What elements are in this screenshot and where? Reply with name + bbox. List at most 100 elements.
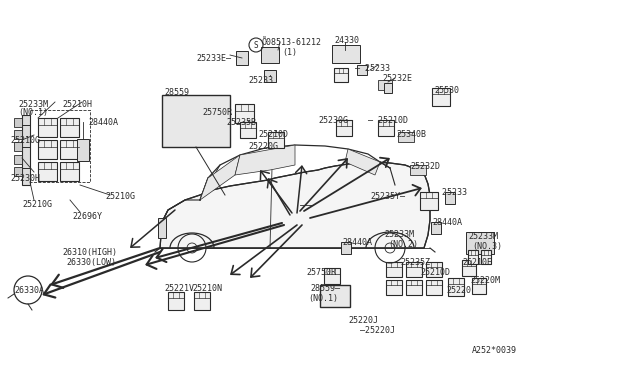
Bar bbox=[268, 132, 284, 148]
Text: 25530: 25530 bbox=[434, 86, 459, 95]
Bar bbox=[264, 70, 276, 82]
Bar bbox=[334, 68, 348, 82]
Bar bbox=[481, 250, 491, 264]
Polygon shape bbox=[200, 155, 240, 200]
Text: 25232D: 25232D bbox=[410, 162, 440, 171]
Text: 25220J: 25220J bbox=[348, 316, 378, 325]
Bar bbox=[384, 83, 392, 93]
Bar bbox=[386, 262, 402, 277]
Bar bbox=[194, 292, 210, 310]
Bar bbox=[14, 118, 22, 127]
Bar bbox=[236, 51, 248, 65]
Bar bbox=[426, 280, 442, 295]
Bar bbox=[22, 115, 30, 185]
Text: 25210G: 25210G bbox=[22, 200, 52, 209]
Bar bbox=[162, 95, 230, 147]
Text: 22696Y: 22696Y bbox=[72, 212, 102, 221]
Bar bbox=[38, 140, 57, 159]
Text: 25233M: 25233M bbox=[468, 232, 498, 241]
Text: 25210D: 25210D bbox=[420, 268, 450, 277]
Bar bbox=[431, 222, 441, 234]
Text: 25210G: 25210G bbox=[10, 136, 40, 145]
Text: 25210H: 25210H bbox=[62, 100, 92, 109]
Bar bbox=[60, 118, 79, 137]
Text: 28559: 28559 bbox=[164, 88, 189, 97]
Bar bbox=[38, 118, 57, 137]
Bar bbox=[432, 88, 450, 106]
Text: 25210D: 25210D bbox=[258, 130, 288, 139]
Bar bbox=[426, 262, 442, 277]
Bar bbox=[420, 192, 438, 210]
Bar bbox=[240, 122, 256, 138]
Text: 25220G: 25220G bbox=[248, 142, 278, 151]
Text: 25233M: 25233M bbox=[18, 100, 48, 109]
Text: 25233: 25233 bbox=[248, 76, 273, 85]
Text: — 25233: — 25233 bbox=[355, 64, 390, 73]
Text: 28440A: 28440A bbox=[88, 118, 118, 127]
Bar bbox=[332, 45, 360, 63]
Text: 25210N: 25210N bbox=[192, 284, 222, 293]
Bar bbox=[38, 162, 57, 181]
Text: 25230G—: 25230G— bbox=[318, 116, 353, 125]
Bar bbox=[235, 104, 254, 123]
Text: 25750R: 25750R bbox=[202, 108, 232, 117]
Text: 25232E: 25232E bbox=[382, 74, 412, 83]
Bar bbox=[320, 285, 350, 307]
Bar bbox=[324, 268, 340, 284]
Bar bbox=[445, 192, 455, 204]
Text: 25233E—: 25233E— bbox=[196, 54, 231, 63]
Bar bbox=[466, 232, 494, 254]
Text: 26330(LOW): 26330(LOW) bbox=[66, 258, 116, 267]
Bar bbox=[472, 278, 486, 294]
Bar bbox=[406, 280, 422, 295]
Bar bbox=[341, 242, 351, 254]
Bar bbox=[14, 142, 22, 151]
Bar bbox=[462, 260, 476, 276]
Text: 26310(HIGH): 26310(HIGH) bbox=[62, 248, 117, 257]
Text: 28440A: 28440A bbox=[342, 238, 372, 247]
Text: (1): (1) bbox=[282, 48, 297, 57]
Text: 25220: 25220 bbox=[446, 286, 471, 295]
Text: — 25210D: — 25210D bbox=[368, 116, 408, 125]
Text: 25235Y—: 25235Y— bbox=[370, 192, 405, 201]
Bar bbox=[158, 218, 166, 238]
Text: (NO.3): (NO.3) bbox=[472, 242, 502, 251]
Polygon shape bbox=[160, 162, 430, 248]
Text: 28559—: 28559— bbox=[310, 284, 340, 293]
Bar bbox=[60, 140, 79, 159]
Text: —25220J: —25220J bbox=[360, 326, 395, 335]
Text: 25235Z: 25235Z bbox=[400, 258, 430, 267]
Polygon shape bbox=[345, 149, 380, 175]
Bar bbox=[336, 120, 352, 136]
Text: — 25233: — 25233 bbox=[432, 188, 467, 197]
Bar bbox=[410, 165, 426, 175]
Bar bbox=[468, 250, 478, 264]
Text: 25210G: 25210G bbox=[105, 192, 135, 201]
Text: S: S bbox=[253, 41, 259, 49]
Text: 25210E: 25210E bbox=[462, 258, 492, 267]
Text: (NO.1): (NO.1) bbox=[18, 108, 48, 117]
Bar bbox=[448, 278, 464, 296]
Bar bbox=[406, 262, 422, 277]
Text: 25230H: 25230H bbox=[10, 174, 40, 183]
Text: 25235B: 25235B bbox=[226, 118, 256, 127]
Text: (NO.1): (NO.1) bbox=[308, 294, 338, 303]
Bar bbox=[77, 139, 89, 161]
Text: 25233M: 25233M bbox=[384, 230, 414, 239]
Polygon shape bbox=[235, 145, 295, 175]
Bar bbox=[30, 110, 90, 182]
Bar bbox=[378, 120, 394, 136]
Bar bbox=[398, 132, 414, 142]
Bar bbox=[168, 292, 184, 310]
Bar bbox=[14, 167, 22, 176]
Text: 25750R: 25750R bbox=[306, 268, 336, 277]
Text: 24330: 24330 bbox=[334, 36, 359, 45]
Text: Õ08513-61212: Õ08513-61212 bbox=[262, 38, 322, 47]
Bar bbox=[261, 47, 279, 63]
Text: 25220M: 25220M bbox=[470, 276, 500, 285]
Bar bbox=[60, 162, 79, 181]
Text: 26330A: 26330A bbox=[14, 286, 44, 295]
Bar bbox=[357, 65, 367, 75]
Bar bbox=[14, 130, 22, 139]
Text: 25221V: 25221V bbox=[164, 284, 194, 293]
